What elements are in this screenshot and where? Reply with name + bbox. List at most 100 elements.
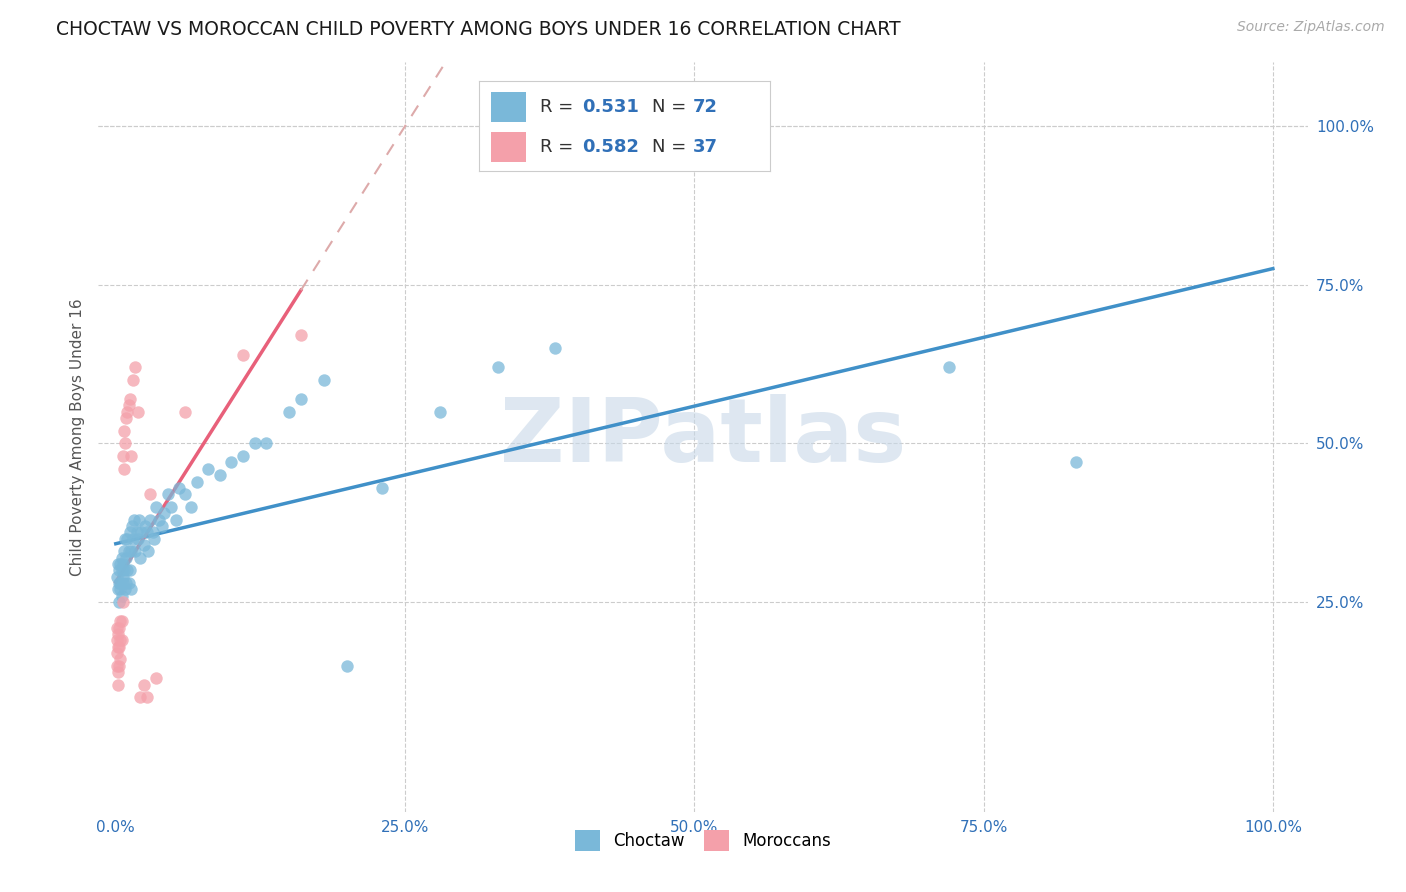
Point — [117, 576, 139, 591]
Point — [124, 544, 146, 558]
Point — [117, 532, 139, 546]
Point — [108, 621, 131, 635]
Point — [145, 672, 167, 686]
Point — [117, 563, 139, 577]
Point — [110, 557, 132, 571]
Point — [107, 678, 129, 692]
Point — [486, 360, 509, 375]
Point — [124, 513, 146, 527]
Point — [290, 328, 312, 343]
Point — [105, 633, 128, 648]
Point — [160, 500, 183, 514]
Point — [136, 544, 159, 558]
Point — [107, 640, 129, 654]
Point — [153, 506, 176, 520]
Point — [221, 455, 243, 469]
Point — [115, 576, 138, 591]
Point — [110, 614, 132, 628]
Point — [120, 582, 142, 597]
Point — [107, 582, 129, 597]
Point — [129, 525, 152, 540]
Point — [111, 595, 134, 609]
Point — [117, 405, 139, 419]
Point — [114, 582, 136, 597]
Point — [120, 449, 142, 463]
Point — [148, 513, 170, 527]
Point — [127, 405, 149, 419]
Point — [112, 424, 135, 438]
Point — [174, 487, 197, 501]
Point — [115, 411, 138, 425]
Point — [117, 544, 139, 558]
Point — [105, 570, 128, 584]
Point — [143, 532, 166, 546]
Point — [118, 392, 141, 406]
Point — [371, 481, 394, 495]
Point — [139, 487, 162, 501]
Point — [122, 373, 145, 387]
Point — [429, 405, 451, 419]
Text: Source: ZipAtlas.com: Source: ZipAtlas.com — [1237, 20, 1385, 34]
Point — [110, 582, 132, 597]
Point — [108, 576, 131, 591]
Point — [124, 360, 146, 375]
Legend: Choctaw, Moroccans: Choctaw, Moroccans — [568, 823, 838, 857]
Point — [165, 513, 187, 527]
Point — [110, 589, 132, 603]
Point — [107, 557, 129, 571]
Point — [105, 646, 128, 660]
Point — [110, 550, 132, 565]
Point — [174, 405, 197, 419]
Point — [169, 481, 191, 495]
Point — [120, 544, 142, 558]
Y-axis label: Child Poverty Among Boys Under 16: Child Poverty Among Boys Under 16 — [69, 298, 84, 576]
Text: CHOCTAW VS MOROCCAN CHILD POVERTY AMONG BOYS UNDER 16 CORRELATION CHART: CHOCTAW VS MOROCCAN CHILD POVERTY AMONG … — [56, 20, 901, 38]
Point — [132, 678, 155, 692]
Point — [129, 550, 152, 565]
Point — [107, 627, 129, 641]
Point — [180, 500, 202, 514]
Point — [336, 658, 359, 673]
Point — [136, 690, 159, 705]
Point — [142, 525, 165, 540]
Point — [150, 519, 173, 533]
Point — [312, 373, 335, 387]
Point — [121, 519, 143, 533]
Point — [128, 513, 150, 527]
Point — [125, 525, 148, 540]
Point — [105, 621, 128, 635]
Point — [117, 398, 139, 412]
Point — [108, 595, 131, 609]
Point — [110, 633, 132, 648]
Point — [145, 500, 167, 514]
Point — [938, 360, 960, 375]
Point — [544, 341, 567, 355]
Point — [107, 665, 129, 679]
Point — [1064, 455, 1087, 469]
Point — [112, 544, 135, 558]
Point — [278, 405, 301, 419]
Point — [112, 563, 135, 577]
Point — [108, 658, 131, 673]
Point — [254, 436, 277, 450]
Point — [110, 576, 132, 591]
Point — [118, 525, 141, 540]
Point — [112, 462, 135, 476]
Point — [111, 570, 134, 584]
Point — [136, 525, 159, 540]
Point — [110, 563, 132, 577]
Point — [110, 614, 132, 628]
Point — [134, 519, 156, 533]
Point — [111, 557, 134, 571]
Point — [114, 532, 136, 546]
Point — [114, 436, 136, 450]
Point — [129, 690, 152, 705]
Point — [110, 633, 132, 648]
Text: ZIPatlas: ZIPatlas — [501, 393, 905, 481]
Point — [232, 347, 254, 361]
Point — [186, 475, 208, 489]
Point — [290, 392, 312, 406]
Point — [208, 468, 231, 483]
Point — [197, 462, 219, 476]
Point — [108, 640, 131, 654]
